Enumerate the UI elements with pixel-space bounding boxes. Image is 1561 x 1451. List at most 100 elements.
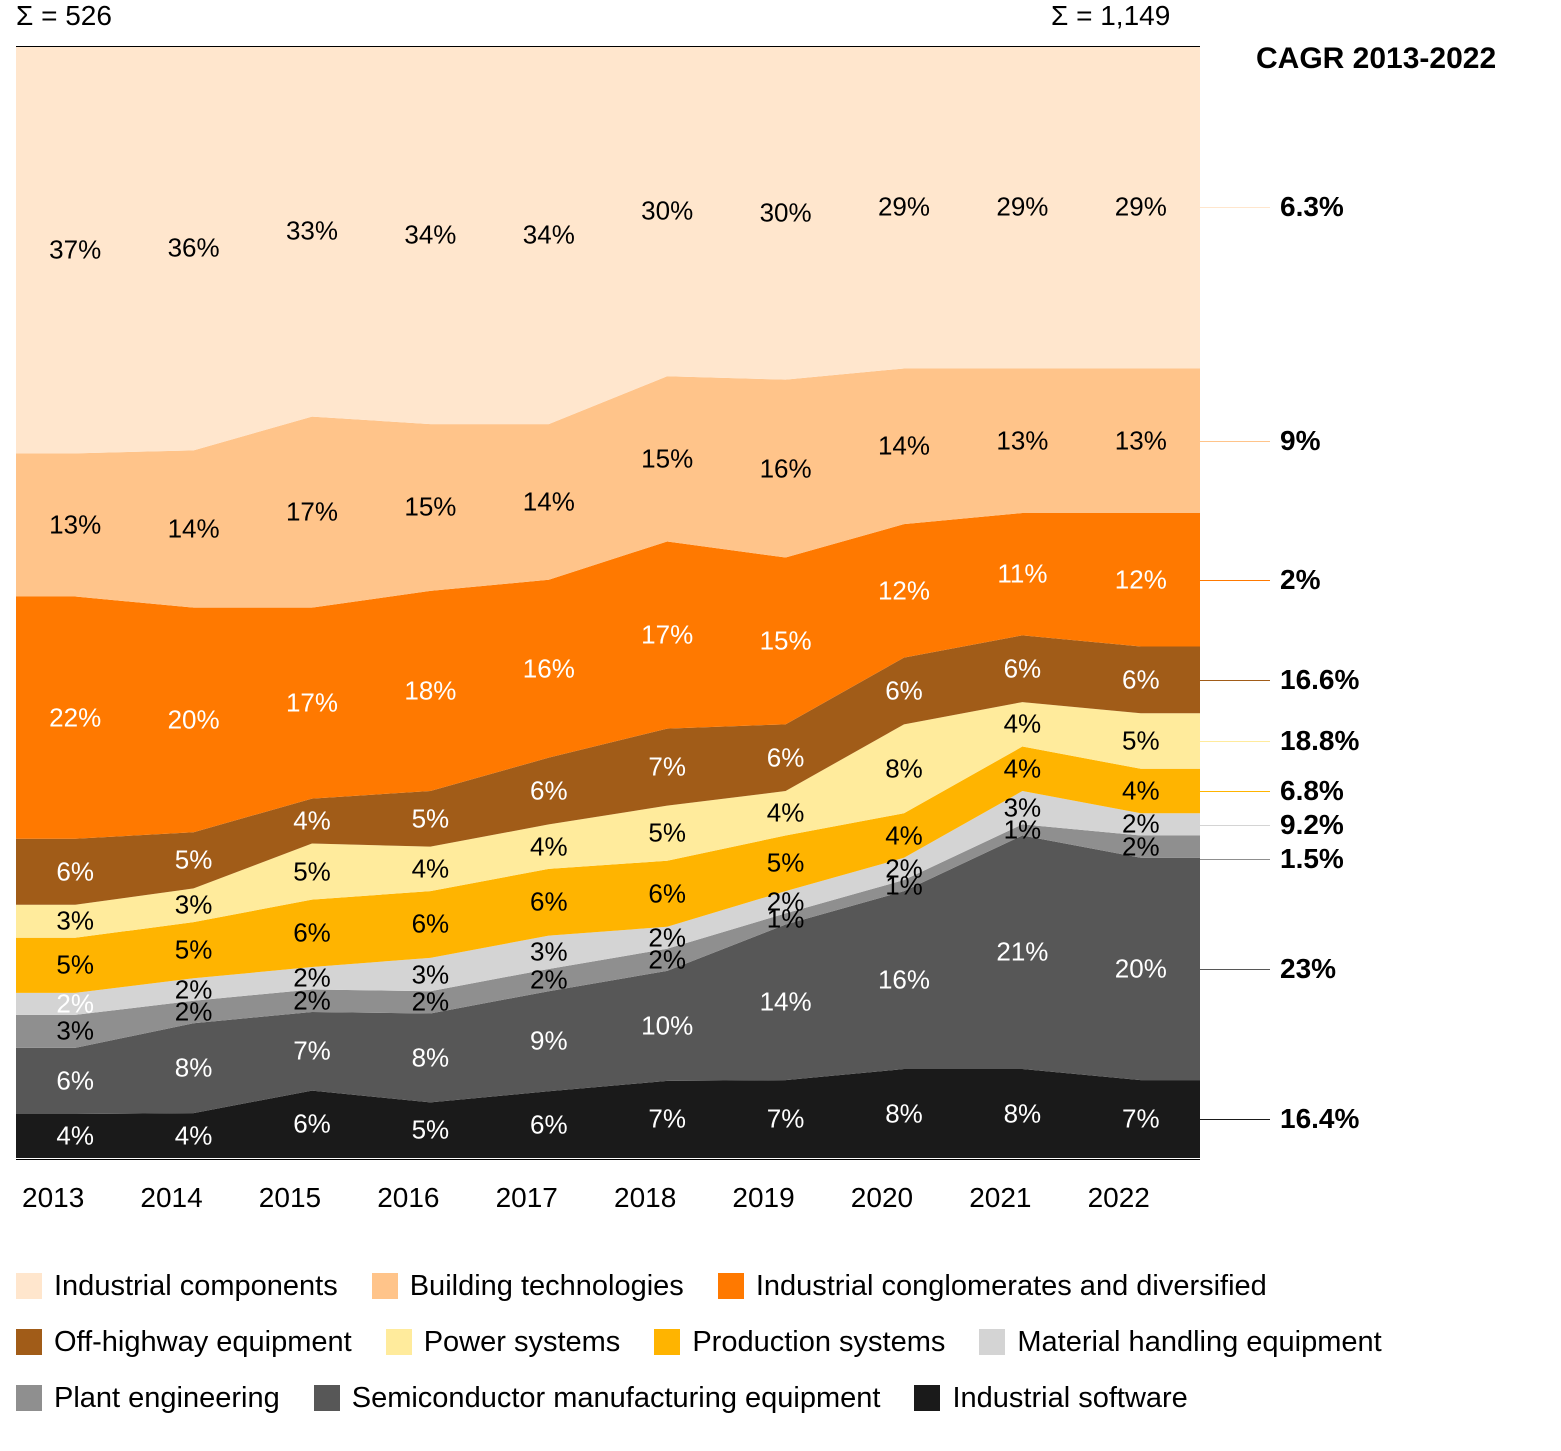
legend-item-conglomerates: Industrial conglomerates and diversified xyxy=(718,1260,1267,1312)
label-semiconductor-2020: 16% xyxy=(878,965,930,996)
legend-row: Plant engineering Semiconductor manufactu… xyxy=(16,1372,1416,1428)
xaxis-2020: 2020 xyxy=(851,1182,913,1214)
cagr-line-material_handling xyxy=(1200,825,1270,826)
label-material_handling-2017: 3% xyxy=(530,937,568,968)
label-conglomerates-2022: 12% xyxy=(1115,564,1167,595)
xaxis-2018: 2018 xyxy=(614,1182,676,1214)
swatch-conglomerates xyxy=(718,1273,744,1299)
label-production_systems-2020: 4% xyxy=(885,820,923,851)
label-power_systems-2013: 3% xyxy=(56,906,94,937)
label-conglomerates-2017: 16% xyxy=(523,653,575,684)
legend-item-off_highway: Off-highway equipment xyxy=(16,1316,352,1368)
label-industrial_software-2014: 4% xyxy=(175,1120,213,1151)
label-building_tech-2016: 15% xyxy=(404,492,456,523)
legend-label-semiconductor: Semiconductor manufacturing equipment xyxy=(352,1372,881,1424)
legend-row: Off-highway equipment Power systems Produc… xyxy=(16,1316,1416,1372)
legend-item-industrial_components: Industrial components xyxy=(16,1260,338,1312)
label-industrial_components-2022: 29% xyxy=(1115,192,1167,223)
xaxis-2021: 2021 xyxy=(969,1182,1031,1214)
label-semiconductor-2013: 6% xyxy=(56,1065,94,1096)
label-off_highway-2018: 7% xyxy=(648,752,686,783)
label-conglomerates-2016: 18% xyxy=(404,675,456,706)
legend: Industrial components Building technologi… xyxy=(16,1260,1416,1428)
label-off_highway-2013: 6% xyxy=(56,856,94,887)
xaxis-2019: 2019 xyxy=(732,1182,794,1214)
label-conglomerates-2015: 17% xyxy=(286,688,338,719)
label-power_systems-2020: 8% xyxy=(885,753,923,784)
label-production_systems-2021: 4% xyxy=(1004,753,1042,784)
cagr-building_tech: 9% xyxy=(1280,425,1320,457)
label-conglomerates-2019: 15% xyxy=(760,625,812,656)
label-production_systems-2016: 6% xyxy=(412,909,450,940)
label-off_highway-2022: 6% xyxy=(1122,664,1160,695)
legend-label-power_systems: Power systems xyxy=(424,1316,621,1368)
legend-label-plant_engineering: Plant engineering xyxy=(54,1372,280,1424)
xaxis-2017: 2017 xyxy=(496,1182,558,1214)
label-conglomerates-2014: 20% xyxy=(168,704,220,735)
label-off_highway-2019: 6% xyxy=(767,742,805,773)
cagr-line-production_systems xyxy=(1200,791,1270,792)
label-building_tech-2013: 13% xyxy=(49,509,101,540)
legend-item-plant_engineering: Plant engineering xyxy=(16,1372,280,1424)
label-industrial_software-2020: 8% xyxy=(885,1098,923,1129)
cagr-line-building_tech xyxy=(1200,441,1270,442)
swatch-off_highway xyxy=(16,1329,42,1355)
cagr-production_systems: 6.8% xyxy=(1280,775,1344,807)
cagr-industrial_software: 16.4% xyxy=(1280,1103,1359,1135)
legend-item-production_systems: Production systems xyxy=(654,1316,945,1368)
legend-item-building_tech: Building technologies xyxy=(372,1260,684,1312)
label-material_handling-2016: 3% xyxy=(412,959,450,990)
label-industrial_software-2015: 6% xyxy=(293,1109,331,1140)
label-building_tech-2020: 14% xyxy=(878,431,930,462)
label-conglomerates-2021: 11% xyxy=(997,559,1047,590)
label-building_tech-2022: 13% xyxy=(1115,425,1167,456)
label-off_highway-2017: 6% xyxy=(530,776,568,807)
label-power_systems-2019: 4% xyxy=(767,798,805,829)
label-industrial_software-2016: 5% xyxy=(412,1115,450,1146)
label-industrial_software-2018: 7% xyxy=(648,1104,686,1135)
label-industrial_software-2019: 7% xyxy=(767,1104,805,1135)
label-production_systems-2017: 6% xyxy=(530,887,568,918)
cagr-power_systems: 18.8% xyxy=(1280,725,1359,757)
label-power_systems-2016: 4% xyxy=(412,853,450,884)
label-off_highway-2020: 6% xyxy=(885,675,923,706)
swatch-industrial_software xyxy=(914,1385,940,1411)
legend-label-industrial_software: Industrial software xyxy=(952,1372,1187,1424)
label-production_systems-2013: 5% xyxy=(56,950,94,981)
label-semiconductor-2016: 8% xyxy=(412,1042,450,1073)
cagr-semiconductor: 23% xyxy=(1280,953,1336,985)
label-industrial_components-2013: 37% xyxy=(49,234,101,265)
legend-item-material_handling: Material handling equipment xyxy=(979,1316,1381,1368)
label-semiconductor-2021: 21% xyxy=(996,937,1048,968)
label-semiconductor-2022: 20% xyxy=(1115,953,1167,984)
label-conglomerates-2020: 12% xyxy=(878,575,930,606)
label-conglomerates-2018: 17% xyxy=(641,620,693,651)
sigma-left: Σ = 526 xyxy=(16,0,112,32)
legend-item-industrial_software: Industrial software xyxy=(914,1372,1187,1424)
cagr-line-conglomerates xyxy=(1200,580,1270,581)
label-material_handling-2021: 3% xyxy=(1004,792,1042,823)
chart-container: Σ = 526 Σ = 1,149 CAGR 2013-2022 4%4%6%5… xyxy=(0,0,1561,1451)
legend-label-production_systems: Production systems xyxy=(692,1316,945,1368)
label-production_systems-2022: 4% xyxy=(1122,776,1160,807)
label-building_tech-2021: 13% xyxy=(996,425,1048,456)
label-plant_engineering-2016: 2% xyxy=(412,987,450,1018)
label-industrial_software-2017: 6% xyxy=(530,1109,568,1140)
label-building_tech-2018: 15% xyxy=(641,443,693,474)
label-power_systems-2022: 5% xyxy=(1122,726,1160,757)
cagr-line-industrial_components xyxy=(1200,207,1270,208)
cagr-industrial_components: 6.3% xyxy=(1280,191,1344,223)
xaxis-2015: 2015 xyxy=(259,1182,321,1214)
label-power_systems-2014: 3% xyxy=(175,890,213,921)
label-power_systems-2015: 5% xyxy=(293,856,331,887)
label-production_systems-2014: 5% xyxy=(175,935,213,966)
legend-label-material_handling: Material handling equipment xyxy=(1017,1316,1381,1368)
cagr-heading: CAGR 2013-2022 xyxy=(1256,42,1496,76)
swatch-building_tech xyxy=(372,1273,398,1299)
swatch-industrial_components xyxy=(16,1273,42,1299)
label-semiconductor-2014: 8% xyxy=(175,1053,213,1084)
cagr-conglomerates: 2% xyxy=(1280,564,1320,596)
xaxis-2022: 2022 xyxy=(1088,1182,1150,1214)
label-building_tech-2015: 17% xyxy=(286,497,338,528)
cagr-off_highway: 16.6% xyxy=(1280,664,1359,696)
